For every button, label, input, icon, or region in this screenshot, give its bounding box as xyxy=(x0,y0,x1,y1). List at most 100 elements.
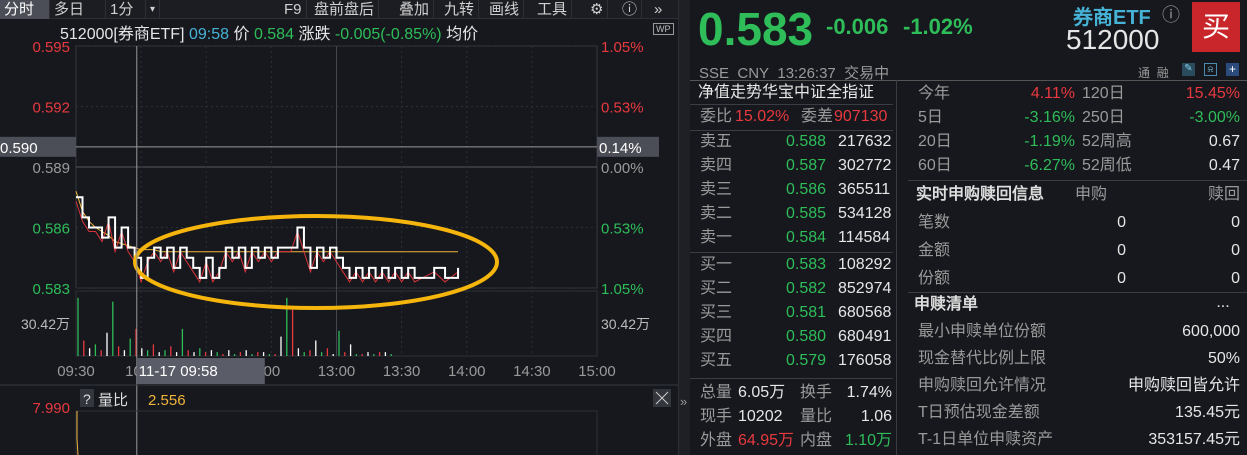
tab-multi-day[interactable]: 多日 xyxy=(50,0,106,19)
level-volume: 114584 xyxy=(838,229,891,246)
creation-sub-value: 0 xyxy=(1117,214,1126,231)
perf-value: 0.47 xyxy=(1208,157,1240,174)
perf-label: 60日 xyxy=(918,157,952,174)
vol-ratio-plot-frame xyxy=(75,410,598,455)
y-tick-right: 0.00% xyxy=(601,160,644,177)
perf-label: 5日 xyxy=(918,109,943,126)
perf-value: 0.67 xyxy=(1208,133,1240,150)
summary-value: 10202 xyxy=(738,408,783,425)
col-redeem: 赎回 xyxy=(1207,186,1240,203)
bell-icon[interactable]: ⍾ xyxy=(1204,63,1217,76)
tong-label: 通 xyxy=(1138,66,1151,80)
help-icon[interactable] xyxy=(80,389,94,407)
list-label: 现金替代比例上限 xyxy=(918,350,1047,367)
security-name: 券商ETF xyxy=(1073,7,1151,29)
gear-icon[interactable]: ⚙ xyxy=(586,0,609,19)
perf-value: 15.45% xyxy=(1185,85,1240,102)
level-label: 卖五 xyxy=(700,133,733,150)
creation-label: 笔数 xyxy=(918,214,951,231)
summary-value: 1.74% xyxy=(846,384,892,401)
currency: CNY xyxy=(737,65,770,82)
change-value: -0.005(-0.85%) xyxy=(334,26,442,43)
info-icon[interactable]: ⓘ xyxy=(1162,5,1180,25)
list-label: T日预估现金差额 xyxy=(918,404,1040,421)
more-button[interactable]: ... xyxy=(1216,294,1230,311)
chart-toolbar: 分时 多日 1分 ▾ F9 盘前盘后 叠加 九转 画线 工具 ⚙ ⓘ » xyxy=(0,0,680,19)
price-value: 0.584 xyxy=(253,26,294,43)
add-icon[interactable]: + xyxy=(1226,63,1239,76)
security-code: 512000 xyxy=(1066,24,1160,55)
level-volume: 302772 xyxy=(838,157,892,174)
list-label: 最小申赎单位份额 xyxy=(918,323,1047,340)
y-tick-right: 1.05% xyxy=(601,39,644,56)
y-tick-left: 0.583 xyxy=(32,281,70,298)
level-price: 0.584 xyxy=(786,229,827,246)
creation-label: 份额 xyxy=(918,270,951,287)
level-volume: 852974 xyxy=(838,280,892,297)
perf-label: 250日 xyxy=(1082,109,1125,126)
level-price: 0.585 xyxy=(786,205,827,222)
nine-turn-button[interactable]: 九转 xyxy=(440,0,480,19)
premarket-button[interactable]: 盘前盘后 xyxy=(310,0,380,19)
exchange: SSE xyxy=(699,65,730,82)
level-price: 0.581 xyxy=(786,304,827,321)
level-volume: 217632 xyxy=(838,133,892,150)
chart-code: 512000[券商ETF] xyxy=(60,26,185,43)
collapse-icon[interactable]: » xyxy=(680,394,688,409)
wp-icon[interactable]: WP xyxy=(653,23,674,35)
weicha-value: 907130 xyxy=(834,108,888,125)
buy-button[interactable]: 买 xyxy=(1192,2,1240,52)
edit-icon[interactable]: ✎ xyxy=(1182,63,1195,76)
tab-1min[interactable]: 1分 xyxy=(106,0,146,19)
panel-divider[interactable]: » xyxy=(678,0,690,455)
level-label: 卖三 xyxy=(700,181,733,198)
annotation-ellipse xyxy=(133,214,499,310)
price-change-pct: -1.02% xyxy=(903,14,973,39)
draw-line-button[interactable]: 画线 xyxy=(485,0,525,19)
list-value: 353157.45元 xyxy=(1148,431,1240,448)
crosshair-time-box xyxy=(136,358,265,384)
intraday-chart[interactable]: 512000[券商ETF] 09:58 价 0.584 涨跌 -0.005(-0… xyxy=(0,19,680,455)
perf-label: 20日 xyxy=(918,133,952,150)
y-tick-left: 0.586 xyxy=(32,221,70,238)
overlay-button[interactable]: 叠加 xyxy=(395,0,435,19)
summary-value: 1.06 xyxy=(860,408,892,425)
col-subscribe: 申购 xyxy=(1074,186,1107,203)
creation-title: 实时申购赎回信息 xyxy=(916,186,1045,203)
weibi-value: 15.02% xyxy=(735,108,790,125)
list-value: 申购赎回皆允许 xyxy=(1127,377,1240,394)
x-tick: 09:30 xyxy=(57,363,95,380)
x-tick: 14:30 xyxy=(513,363,551,380)
summary-label: 外盘 xyxy=(700,432,733,449)
expand-icon[interactable]: » xyxy=(654,1,663,18)
vol-ratio-label: 量比 xyxy=(98,392,128,409)
quote-time: 13:26:37 xyxy=(777,65,836,82)
perf-value: -3.00% xyxy=(1189,109,1240,126)
perf-value: -3.16% xyxy=(1024,109,1075,126)
x-tick: 13:00 xyxy=(318,363,356,380)
crosshair-pct: 0.14% xyxy=(599,140,642,157)
dropdown-icon[interactable]: ▾ xyxy=(146,0,160,19)
crosshair-price: 0.590 xyxy=(0,140,38,157)
level-price: 0.580 xyxy=(786,328,827,345)
level-price: 0.586 xyxy=(786,181,827,198)
change-label: 涨跌 xyxy=(298,26,331,43)
list-value: 135.45元 xyxy=(1175,404,1240,421)
help-icon[interactable]: ⓘ xyxy=(618,0,643,19)
crosshair-pct-box xyxy=(597,136,659,157)
summary-value: 64.95万 xyxy=(738,432,795,449)
level-price: 0.588 xyxy=(786,133,827,150)
price-change: -0.006 xyxy=(826,14,889,39)
tools-button[interactable]: 工具 xyxy=(533,0,573,19)
nav-trend-link[interactable]: 净值走势华宝中证全指证 xyxy=(698,84,875,101)
tab-intraday[interactable]: 分时 xyxy=(0,0,50,19)
level-price: 0.583 xyxy=(786,256,827,273)
level-label: 买五 xyxy=(700,352,733,369)
f9-button[interactable]: F9 xyxy=(280,0,307,19)
creation-sub-value: 0 xyxy=(1117,270,1126,287)
level-label: 卖二 xyxy=(700,205,733,222)
x-tick: 14:00 xyxy=(448,363,486,380)
list-value: 600,000 xyxy=(1182,323,1240,340)
chart-time: 09:58 xyxy=(188,26,230,43)
summary-label: 量比 xyxy=(800,408,833,425)
